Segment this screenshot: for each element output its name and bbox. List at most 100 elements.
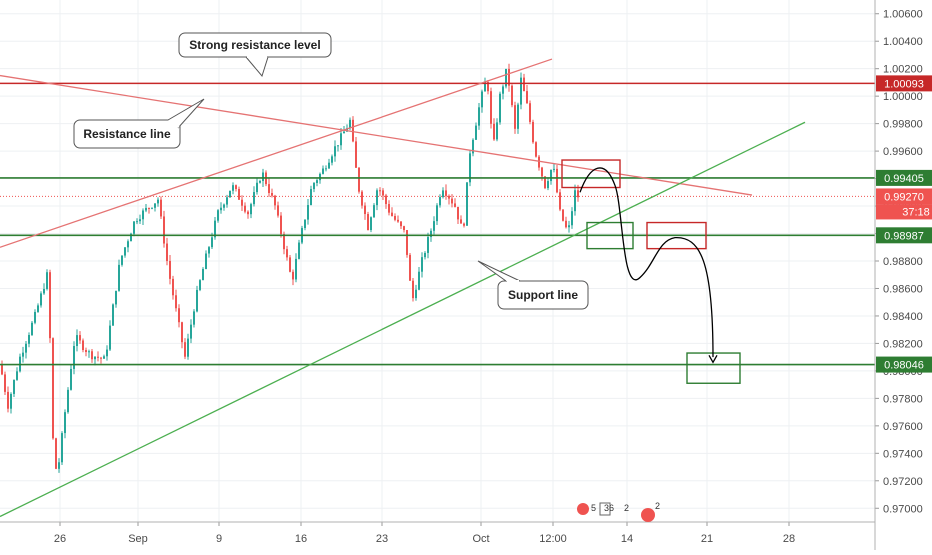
- candle-body: [565, 220, 567, 228]
- candle-body: [427, 237, 429, 253]
- grid: [0, 0, 875, 522]
- candle-body: [76, 335, 78, 347]
- projection-boxes: [561, 159, 741, 384]
- candle-body: [544, 176, 546, 189]
- candle-body: [1, 364, 3, 375]
- candle-body: [517, 104, 519, 129]
- candle-body: [25, 343, 27, 353]
- candle-body: [484, 82, 486, 92]
- candle-body: [13, 379, 15, 394]
- candle-body: [142, 210, 144, 220]
- candle-body: [286, 249, 288, 258]
- candle-body: [412, 280, 414, 299]
- resistance-box-2: [646, 221, 707, 250]
- candle-body: [430, 230, 432, 238]
- candle-body: [229, 190, 231, 198]
- candle-body: [136, 221, 138, 223]
- candle-body: [382, 190, 384, 196]
- candle-body: [370, 217, 372, 231]
- candle-body: [247, 211, 249, 215]
- candle-body: [532, 121, 534, 143]
- candle-body: [100, 357, 102, 359]
- candle-body: [523, 77, 525, 92]
- candle-body: [502, 86, 504, 94]
- candle-body: [220, 207, 222, 211]
- candle-body: [454, 203, 456, 207]
- candle-body: [334, 146, 336, 157]
- candle-body: [241, 199, 243, 206]
- callouts: Strong resistance level Resistance line Su…: [73, 32, 589, 310]
- candle-body: [202, 269, 204, 281]
- candle-body: [64, 412, 66, 434]
- candle-body: [367, 214, 369, 231]
- candle-body: [526, 91, 528, 104]
- candle-body: [58, 462, 60, 469]
- candle-body: [82, 340, 84, 350]
- candle-body: [106, 349, 108, 357]
- candle-body: [31, 322, 33, 335]
- resistance-trend-line: [0, 74, 753, 196]
- indicator-icons[interactable]: 5 36 2 2: [577, 501, 660, 522]
- candle-body: [244, 205, 246, 212]
- candle-body: [70, 368, 72, 390]
- candle-body: [520, 77, 522, 105]
- candle-body: [340, 133, 342, 146]
- candle-body: [115, 290, 117, 305]
- candle-body: [439, 197, 441, 206]
- x-tick-label: Oct: [472, 533, 489, 545]
- candle-body: [289, 257, 291, 272]
- flag-icon: [577, 503, 589, 515]
- candle-body: [88, 351, 90, 353]
- candle-body: [223, 204, 225, 208]
- candle-body: [373, 205, 375, 218]
- candle-body: [151, 207, 153, 209]
- current-price-badge: [876, 188, 932, 205]
- candle-body: [133, 221, 135, 234]
- candle-body: [568, 225, 570, 228]
- candle-body: [97, 356, 99, 358]
- candle-body: [208, 247, 210, 254]
- support-zone-badge: [876, 227, 932, 244]
- candle-body: [250, 204, 252, 215]
- candle-body: [304, 219, 306, 229]
- candle-body: [190, 324, 192, 339]
- candle-body: [295, 258, 297, 280]
- trend-lines: [0, 58, 875, 518]
- support-line-callout-pointer: [477, 260, 521, 282]
- candle-body: [403, 226, 405, 231]
- calendar-icon: [599, 502, 611, 516]
- candle-body: [157, 199, 159, 204]
- candle-body: [169, 261, 171, 279]
- candle-body: [262, 172, 264, 182]
- x-tick-label: 12:00: [539, 533, 567, 545]
- y-tick-label: 0.99800: [883, 119, 923, 131]
- y-tick-label: 0.99600: [883, 146, 923, 158]
- y-tick-label: 0.97000: [883, 503, 923, 515]
- candle-body: [493, 123, 495, 140]
- candle-body: [397, 219, 399, 222]
- target-box: [686, 352, 741, 384]
- x-axis: 26 Sep 9 16 23 Oct 12:00 14 21 28: [0, 521, 875, 545]
- candle-body: [154, 203, 156, 208]
- candle-body: [103, 356, 105, 359]
- candle-body: [400, 221, 402, 227]
- candle-body: [415, 289, 417, 299]
- strong-resistance-callout-pointer: [245, 56, 269, 78]
- y-tick-label: 0.97600: [883, 421, 923, 433]
- x-tick-label: 28: [783, 533, 795, 545]
- candle-body: [283, 234, 285, 250]
- candle-body: [28, 334, 30, 344]
- candle-body: [343, 131, 345, 134]
- strong-resistance-badge: [876, 75, 932, 92]
- candle-body: [508, 68, 510, 86]
- price-badges: 1.00093 0.99405 0.99270 37:18 0.98987 0.98046: [876, 75, 932, 373]
- candle-body: [118, 264, 120, 291]
- strong-resistance-callout-text: Strong resistance level: [189, 38, 320, 52]
- countdown-badge: [876, 204, 932, 220]
- candle-body: [253, 192, 255, 205]
- candle-body: [109, 325, 111, 350]
- candle-body: [130, 233, 132, 242]
- resistance-line-callout-pointer-mask: [169, 120, 180, 128]
